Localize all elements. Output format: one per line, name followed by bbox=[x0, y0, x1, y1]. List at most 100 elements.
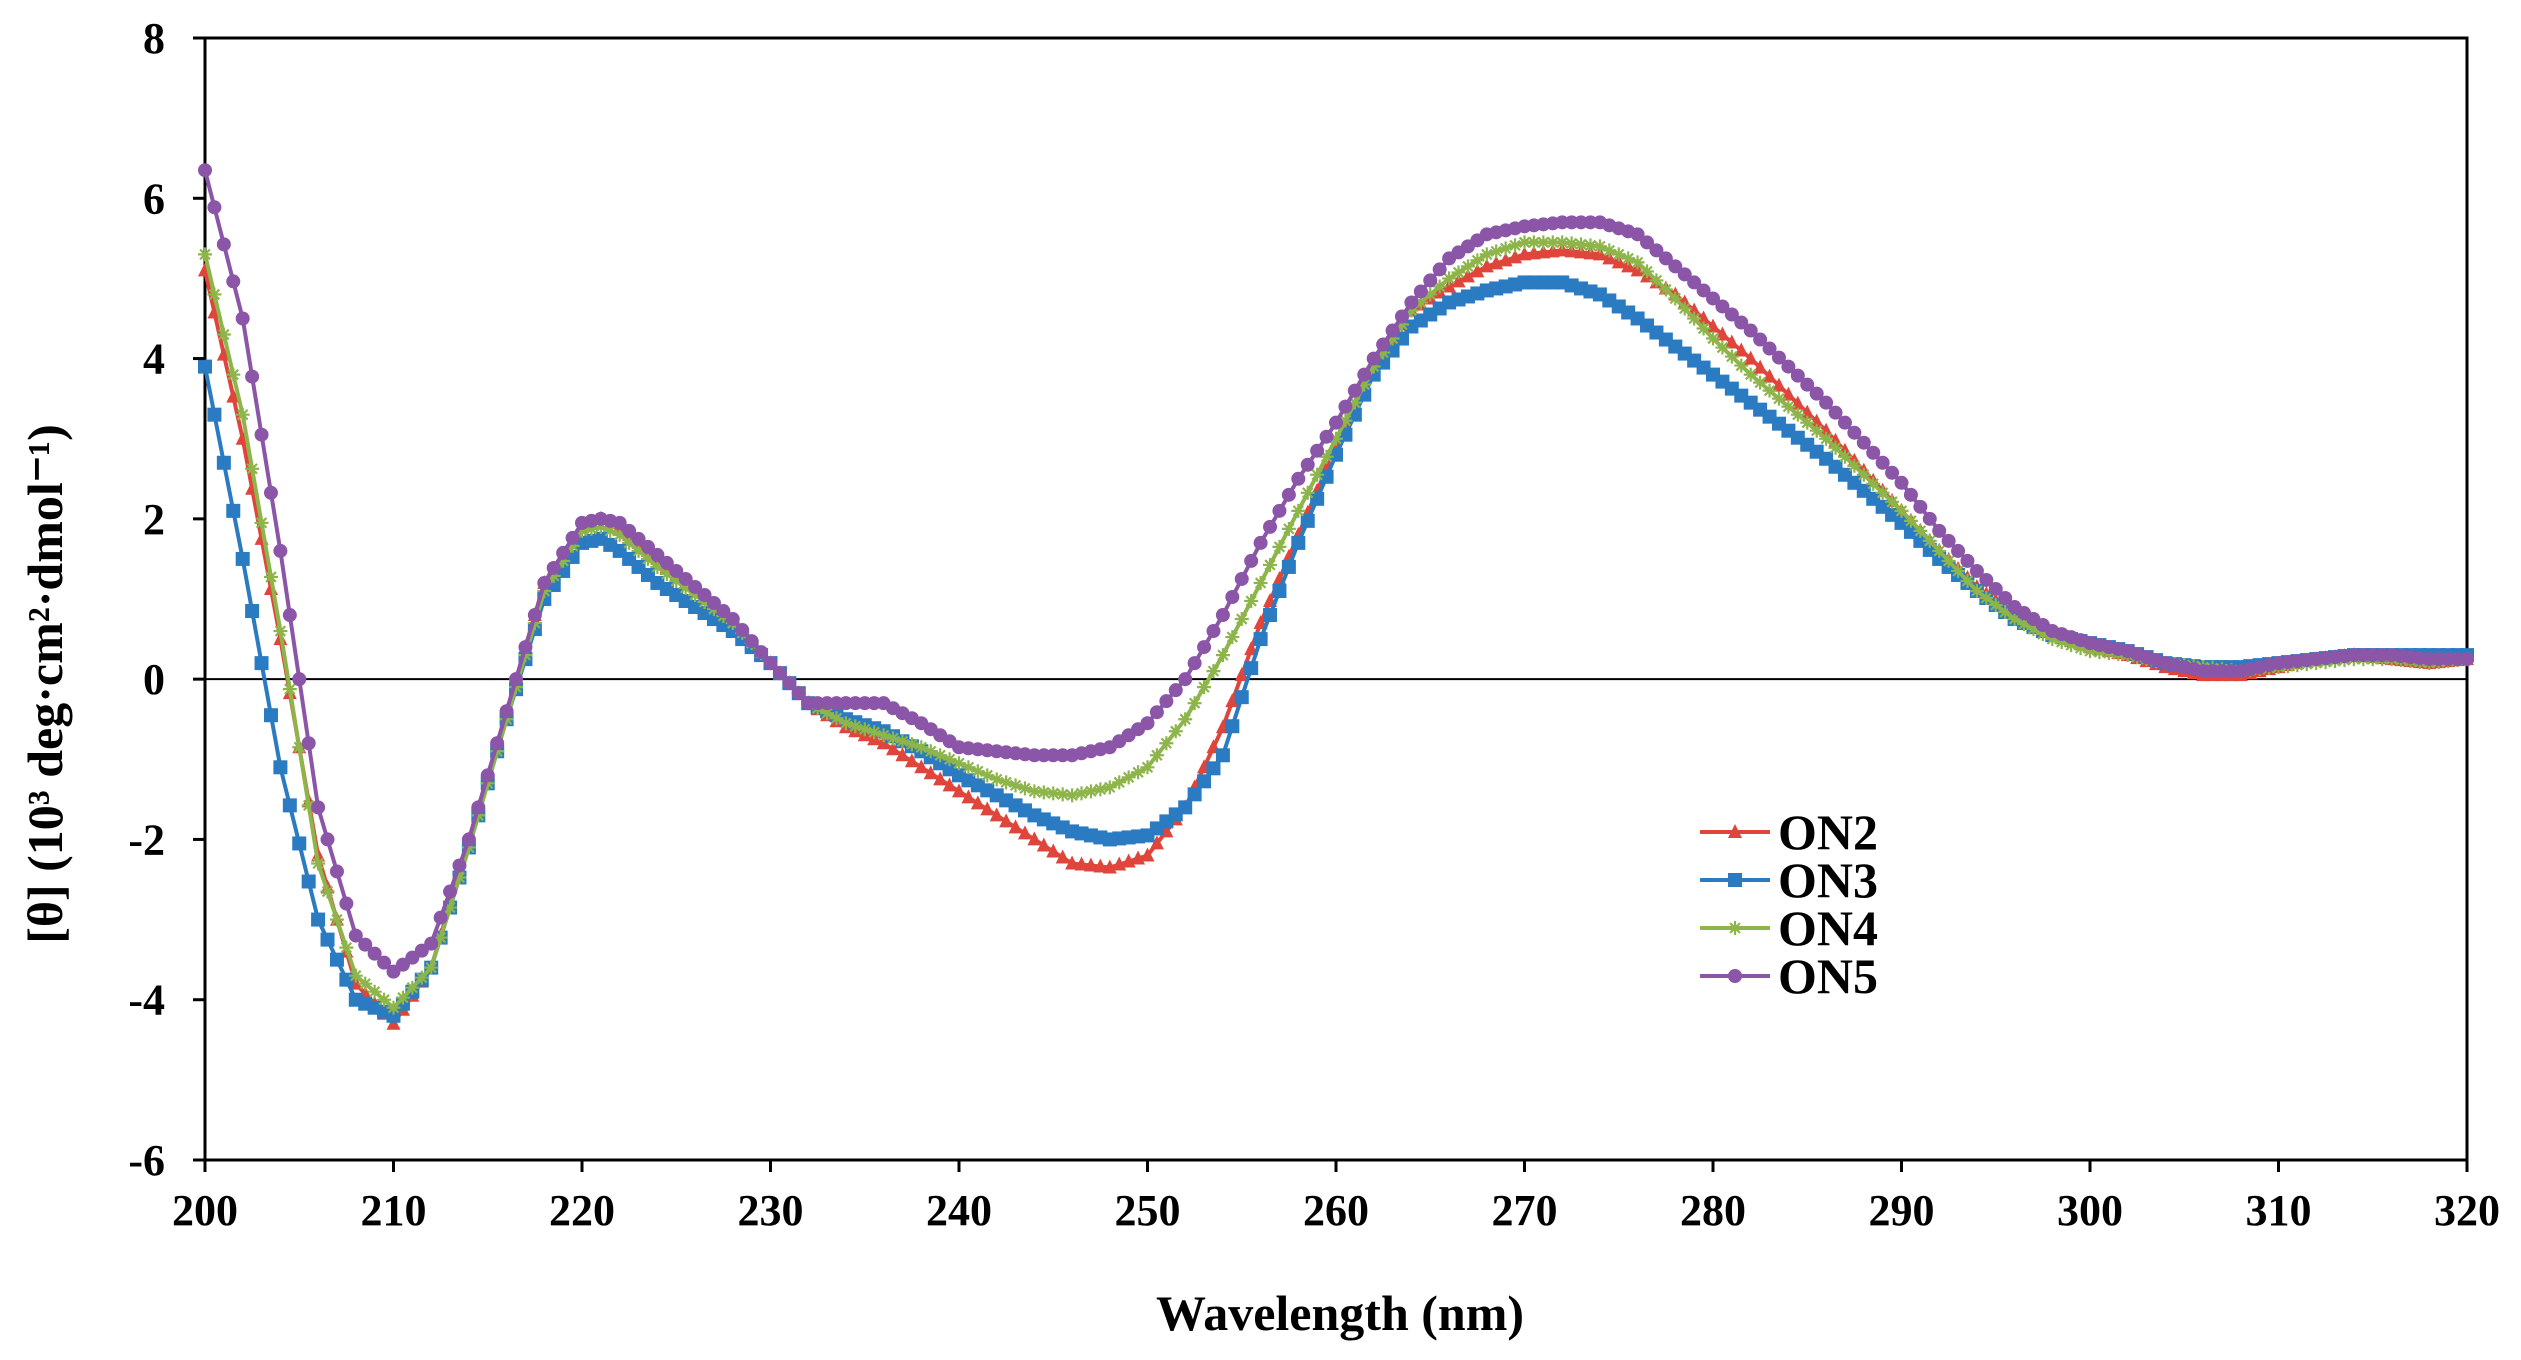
data-point bbox=[509, 672, 524, 687]
data-point bbox=[499, 712, 514, 727]
data-point bbox=[1728, 824, 1742, 838]
data-point bbox=[1724, 349, 1739, 364]
data-point-glyph bbox=[339, 940, 354, 955]
data-point-glyph bbox=[348, 968, 363, 983]
data-point-glyph bbox=[603, 523, 618, 538]
data-point bbox=[1215, 608, 1230, 623]
data-point bbox=[1347, 383, 1362, 398]
data-point bbox=[659, 555, 674, 570]
data-point bbox=[1366, 359, 1381, 374]
data-point-glyph bbox=[575, 523, 589, 538]
data-point bbox=[735, 623, 750, 638]
data-point-glyph bbox=[1234, 612, 1249, 627]
data-point-glyph bbox=[886, 731, 901, 746]
data-point bbox=[1734, 315, 1749, 330]
data-point bbox=[1319, 449, 1334, 464]
data-point bbox=[1244, 661, 1259, 676]
series-line-on5 bbox=[203, 169, 2467, 974]
data-point-glyph bbox=[2073, 641, 2088, 656]
data-point bbox=[1413, 284, 1428, 299]
data-point-glyph bbox=[678, 580, 693, 595]
data-point bbox=[282, 682, 297, 697]
legend-item-on4: ON4 bbox=[1700, 900, 1878, 956]
data-point bbox=[1159, 694, 1174, 709]
data-point bbox=[989, 807, 1004, 822]
data-point-glyph bbox=[612, 527, 627, 542]
data-point bbox=[1460, 259, 1475, 274]
data-point-glyph bbox=[1508, 238, 1523, 253]
data-point bbox=[537, 575, 552, 590]
data-point-glyph bbox=[1470, 253, 1485, 268]
data-point bbox=[367, 984, 382, 999]
data-point bbox=[1479, 247, 1494, 262]
data-point-glyph bbox=[1376, 345, 1391, 360]
data-point bbox=[631, 543, 646, 558]
data-point-glyph bbox=[1168, 724, 1183, 739]
data-point bbox=[1074, 856, 1089, 871]
data-point bbox=[1074, 786, 1089, 801]
data-point bbox=[1149, 748, 1164, 763]
data-point bbox=[424, 960, 439, 975]
data-point bbox=[320, 932, 335, 947]
data-point bbox=[546, 560, 561, 575]
data-point-glyph bbox=[867, 725, 882, 740]
data-point bbox=[1800, 415, 1815, 430]
data-point bbox=[1728, 873, 1742, 887]
data-point bbox=[1602, 250, 1617, 265]
data-point bbox=[1526, 235, 1541, 250]
data-point bbox=[640, 551, 655, 566]
data-point bbox=[226, 367, 241, 382]
data-point bbox=[301, 736, 316, 751]
data-point-glyph bbox=[245, 461, 260, 476]
data-point bbox=[980, 768, 995, 783]
data-point bbox=[518, 640, 533, 655]
data-point-glyph bbox=[292, 740, 307, 755]
data-point-glyph bbox=[1083, 784, 1098, 799]
x-tick-label: 320 bbox=[2434, 1186, 2500, 1235]
data-point-glyph bbox=[1771, 391, 1786, 406]
data-point-glyph bbox=[301, 798, 316, 813]
data-point bbox=[1055, 849, 1070, 864]
data-point bbox=[1234, 667, 1249, 682]
data-point bbox=[2054, 635, 2069, 650]
data-point-glyph bbox=[1941, 553, 1956, 568]
data-point bbox=[1696, 310, 1711, 325]
data-point-glyph bbox=[1310, 467, 1325, 482]
data-point bbox=[1083, 857, 1098, 872]
data-point bbox=[1291, 535, 1306, 550]
data-point bbox=[1555, 242, 1570, 257]
data-point bbox=[678, 580, 693, 595]
data-point-glyph bbox=[1319, 449, 1334, 464]
data-point bbox=[1998, 590, 2013, 605]
data-point bbox=[1574, 244, 1589, 259]
data-point-glyph bbox=[226, 367, 241, 382]
data-point bbox=[1178, 800, 1193, 815]
data-point bbox=[1526, 245, 1541, 260]
data-point bbox=[499, 704, 514, 719]
data-point-glyph bbox=[2083, 644, 2097, 659]
data-point-glyph bbox=[1451, 265, 1466, 280]
data-point bbox=[1489, 244, 1504, 259]
data-point-glyph bbox=[499, 712, 514, 727]
x-tick-label: 230 bbox=[738, 1186, 804, 1235]
data-point bbox=[923, 744, 938, 759]
data-point bbox=[216, 327, 231, 342]
data-point bbox=[1423, 287, 1438, 302]
y-tick-label: -2 bbox=[128, 815, 165, 864]
data-point bbox=[1545, 243, 1560, 258]
data-point bbox=[565, 538, 580, 553]
data-point bbox=[933, 748, 948, 763]
data-point bbox=[1819, 431, 1834, 446]
data-point bbox=[1734, 342, 1749, 357]
data-point bbox=[1621, 251, 1636, 266]
data-point bbox=[1017, 781, 1032, 796]
data-point bbox=[1168, 724, 1183, 739]
data-point-glyph bbox=[1621, 251, 1636, 266]
data-point bbox=[1715, 340, 1730, 355]
data-point-glyph bbox=[1178, 712, 1193, 727]
data-point bbox=[546, 568, 561, 583]
data-point bbox=[226, 388, 241, 403]
data-point bbox=[1894, 475, 1909, 490]
data-point bbox=[1131, 765, 1146, 780]
